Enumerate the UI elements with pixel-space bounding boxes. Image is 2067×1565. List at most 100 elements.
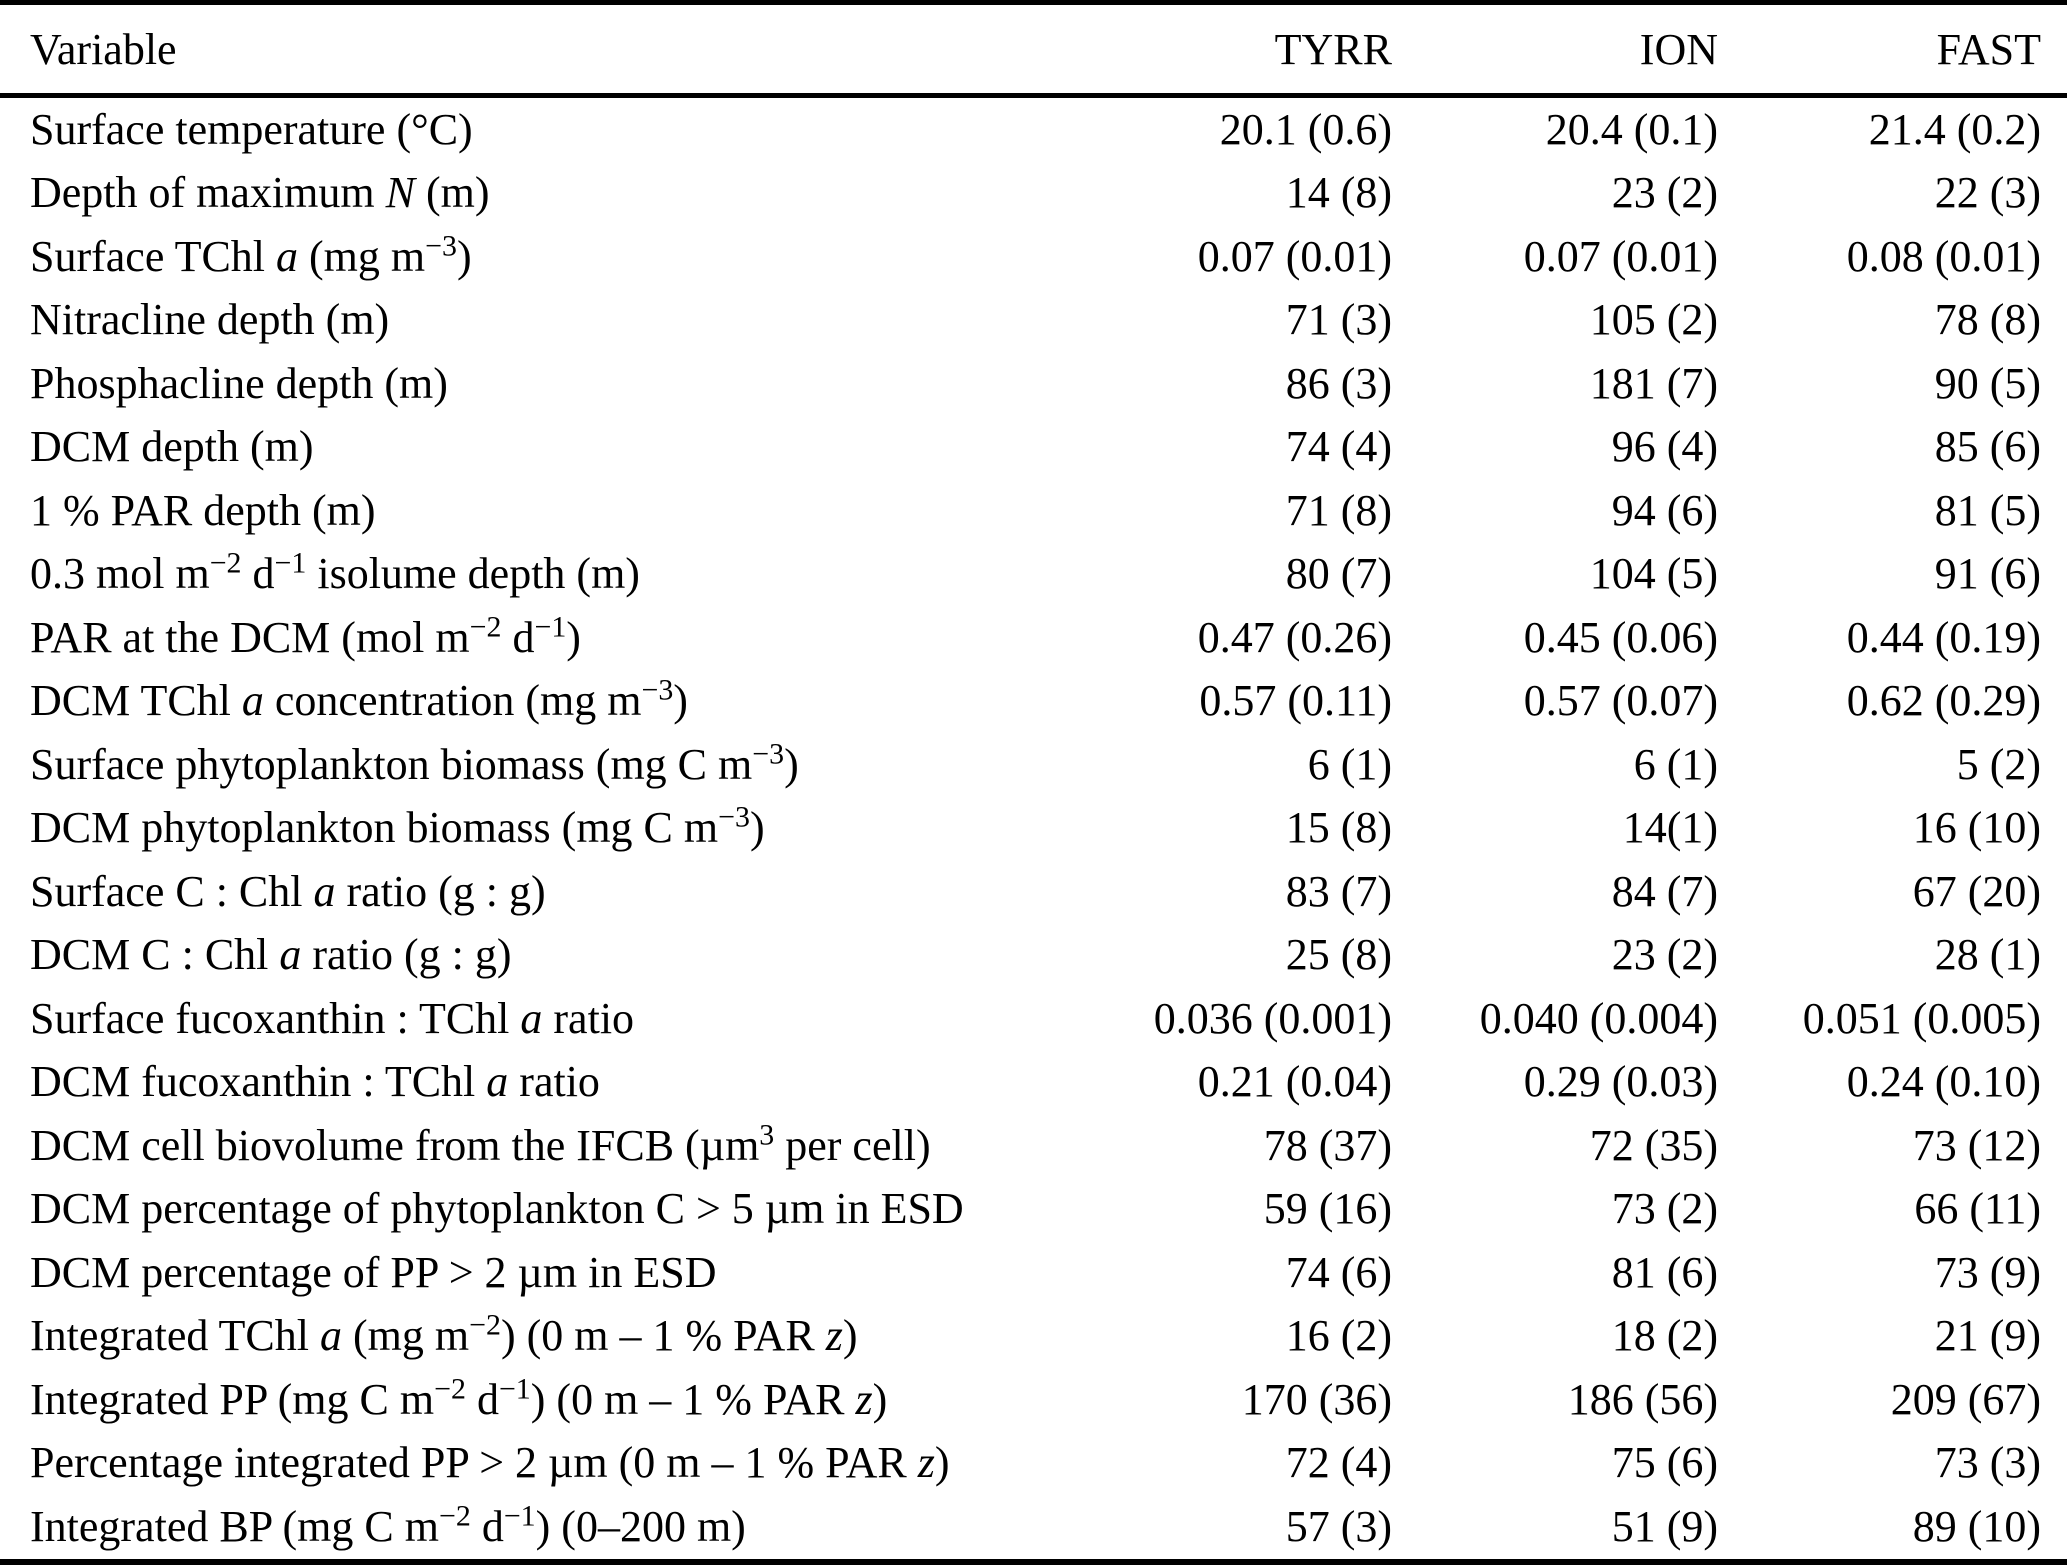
table-row: Integrated BP (mg C m−2 d−1) (0–200 m) 57… — [0, 1495, 2067, 1562]
value-cell: 186 (56) — [1567, 1374, 1718, 1424]
column-header-variable: Variable — [0, 2, 1089, 98]
value-cell: 89 (10) — [1912, 1501, 2041, 1551]
variable-label: Surface fucoxanthin : TChl a ratio — [30, 993, 635, 1043]
value-cell: 90 (5) — [1934, 358, 2041, 408]
value-cell: 0.24 (0.10) — [1846, 1057, 2041, 1107]
value-cell: 104 (5) — [1589, 549, 1718, 599]
value-cell: 80 (7) — [1285, 549, 1392, 599]
variable-label: DCM TChl a concentration (mg m−3) — [30, 673, 688, 726]
value-cell: 16 (10) — [1912, 803, 2041, 853]
variable-label: Phosphacline depth (m) — [30, 358, 448, 408]
variable-label: PAR at the DCM (mol m−2 d−1) — [30, 610, 581, 662]
value-cell: 59 (16) — [1263, 1184, 1392, 1234]
value-cell: 71 (8) — [1285, 485, 1392, 535]
table-body: Surface temperature (°C) 20.1 (0.6) 20.4 (… — [0, 96, 2067, 1562]
variable-label: Integrated TChl a (mg m−2) (0 m – 1 % PA… — [30, 1308, 858, 1361]
value-cell: 0.44 (0.19) — [1846, 612, 2041, 662]
value-cell: 78 (8) — [1934, 295, 2041, 345]
value-cell: 0.051 (0.005) — [1802, 993, 2041, 1043]
value-cell: 23 (2) — [1611, 930, 1718, 980]
value-cell: 91 (6) — [1934, 549, 2041, 599]
value-cell: 14 (8) — [1285, 168, 1392, 218]
value-cell: 0.040 (0.004) — [1479, 993, 1718, 1043]
value-cell: 21 (9) — [1934, 1311, 2041, 1361]
table-row: Surface TChl a (mg m−3) 0.07 (0.01) 0.07 (… — [0, 225, 2067, 289]
value-cell: 22 (3) — [1934, 168, 2041, 218]
table-row: DCM TChl a concentration (mg m−3) 0.57 (0… — [0, 670, 2067, 734]
value-cell: 0.07 (0.01) — [1197, 231, 1392, 281]
value-cell: 25 (8) — [1285, 930, 1392, 980]
value-cell: 28 (1) — [1934, 930, 2041, 980]
variable-label: DCM phytoplankton biomass (mg C m−3) — [30, 800, 765, 853]
value-cell: 74 (4) — [1285, 422, 1392, 472]
value-cell: 18 (2) — [1611, 1311, 1718, 1361]
value-cell: 78 (37) — [1263, 1120, 1392, 1170]
variable-label: Percentage integrated PP > 2 µm (0 m – 1… — [30, 1438, 950, 1488]
value-cell: 73 (3) — [1934, 1438, 2041, 1488]
value-cell: 73 (9) — [1934, 1247, 2041, 1297]
value-cell: 0.57 (0.07) — [1523, 676, 1718, 726]
variable-label: 1 % PAR depth (m) — [30, 485, 376, 535]
value-cell: 0.29 (0.03) — [1523, 1057, 1718, 1107]
table-row: 0.3 mol m−2 d−1 isolume depth (m) 80 (7) 1… — [0, 543, 2067, 607]
value-cell: 73 (2) — [1611, 1184, 1718, 1234]
variable-label: Surface phytoplankton biomass (mg C m−3) — [30, 737, 799, 789]
value-cell: 181 (7) — [1589, 358, 1718, 408]
table-row: DCM cell biovolume from the IFCB (µm3 pe… — [0, 1114, 2067, 1178]
variable-label: Surface TChl a (mg m−3) — [30, 229, 472, 281]
value-cell: 21.4 (0.2) — [1868, 104, 2041, 154]
table-row: DCM percentage of phytoplankton C > 5 µm… — [0, 1178, 2067, 1242]
value-cell: 81 (5) — [1934, 485, 2041, 535]
table-row: DCM fucoxanthin : TChl a ratio 0.21 (0.04… — [0, 1051, 2067, 1115]
value-cell: 84 (7) — [1611, 866, 1718, 916]
value-cell: 85 (6) — [1934, 422, 2041, 472]
table-header: Variable TYRR ION FAST — [0, 2, 2067, 98]
value-cell: 0.47 (0.26) — [1197, 612, 1392, 662]
value-cell: 94 (6) — [1611, 485, 1718, 535]
value-cell: 0.57 (0.11) — [1199, 676, 1392, 726]
value-cell: 5 (2) — [1956, 739, 2041, 789]
variable-label: Integrated BP (mg C m−2 d−1) (0–200 m) — [30, 1499, 746, 1551]
value-cell: 74 (6) — [1285, 1247, 1392, 1297]
variable-label: DCM percentage of phytoplankton C > 5 µm… — [30, 1184, 964, 1234]
value-cell: 73 (12) — [1912, 1120, 2041, 1170]
variable-label: Surface temperature (°C) — [30, 104, 473, 154]
column-header-fast: FAST — [1741, 2, 2067, 98]
table-row: Integrated PP (mg C m−2 d−1) (0 m – 1 % … — [0, 1368, 2067, 1432]
value-cell: 14(1) — [1622, 803, 1718, 853]
value-cell: 83 (7) — [1285, 866, 1392, 916]
table-row: Nitracline depth (m) 71 (3) 105 (2) 78 (8) — [0, 289, 2067, 353]
variable-label: DCM C : Chl a ratio (g : g) — [30, 930, 512, 980]
table-row: Integrated TChl a (mg m−2) (0 m – 1 % PA… — [0, 1305, 2067, 1369]
value-cell: 51 (9) — [1611, 1501, 1718, 1551]
header-row: Variable TYRR ION FAST — [0, 2, 2067, 98]
value-cell: 15 (8) — [1285, 803, 1392, 853]
column-header-ion: ION — [1415, 2, 1741, 98]
table-row: PAR at the DCM (mol m−2 d−1) 0.47 (0.26) 0… — [0, 606, 2067, 670]
value-cell: 6 (1) — [1633, 739, 1718, 789]
table-row: DCM percentage of PP > 2 µm in ESD 74 (6)… — [0, 1241, 2067, 1305]
variable-label: 0.3 mol m−2 d−1 isolume depth (m) — [30, 546, 640, 599]
value-cell: 81 (6) — [1611, 1247, 1718, 1297]
table-row: DCM phytoplankton biomass (mg C m−3) 15 (… — [0, 797, 2067, 861]
value-cell: 16 (2) — [1285, 1311, 1392, 1361]
value-cell: 0.21 (0.04) — [1197, 1057, 1392, 1107]
value-cell: 0.036 (0.001) — [1153, 993, 1392, 1043]
value-cell: 23 (2) — [1611, 168, 1718, 218]
value-cell: 57 (3) — [1285, 1501, 1392, 1551]
value-cell: 0.08 (0.01) — [1846, 231, 2041, 281]
variable-label: Nitracline depth (m) — [30, 295, 390, 345]
table-row: DCM depth (m) 74 (4) 96 (4) 85 (6) — [0, 416, 2067, 480]
value-cell: 72 (35) — [1589, 1120, 1718, 1170]
column-header-tyrr: TYRR — [1089, 2, 1415, 98]
variable-label: Integrated PP (mg C m−2 d−1) (0 m – 1 % … — [30, 1372, 888, 1424]
value-cell: 105 (2) — [1589, 295, 1718, 345]
table-row: Surface fucoxanthin : TChl a ratio 0.036 … — [0, 987, 2067, 1051]
variable-label: DCM fucoxanthin : TChl a ratio — [30, 1057, 600, 1107]
variable-label: DCM cell biovolume from the IFCB (µm3 pe… — [30, 1118, 931, 1170]
table-row: 1 % PAR depth (m) 71 (8) 94 (6) 81 (5) — [0, 479, 2067, 543]
table-row: Surface temperature (°C) 20.1 (0.6) 20.4 (… — [0, 96, 2067, 162]
value-cell: 209 (67) — [1890, 1374, 2041, 1424]
value-cell: 71 (3) — [1285, 295, 1392, 345]
